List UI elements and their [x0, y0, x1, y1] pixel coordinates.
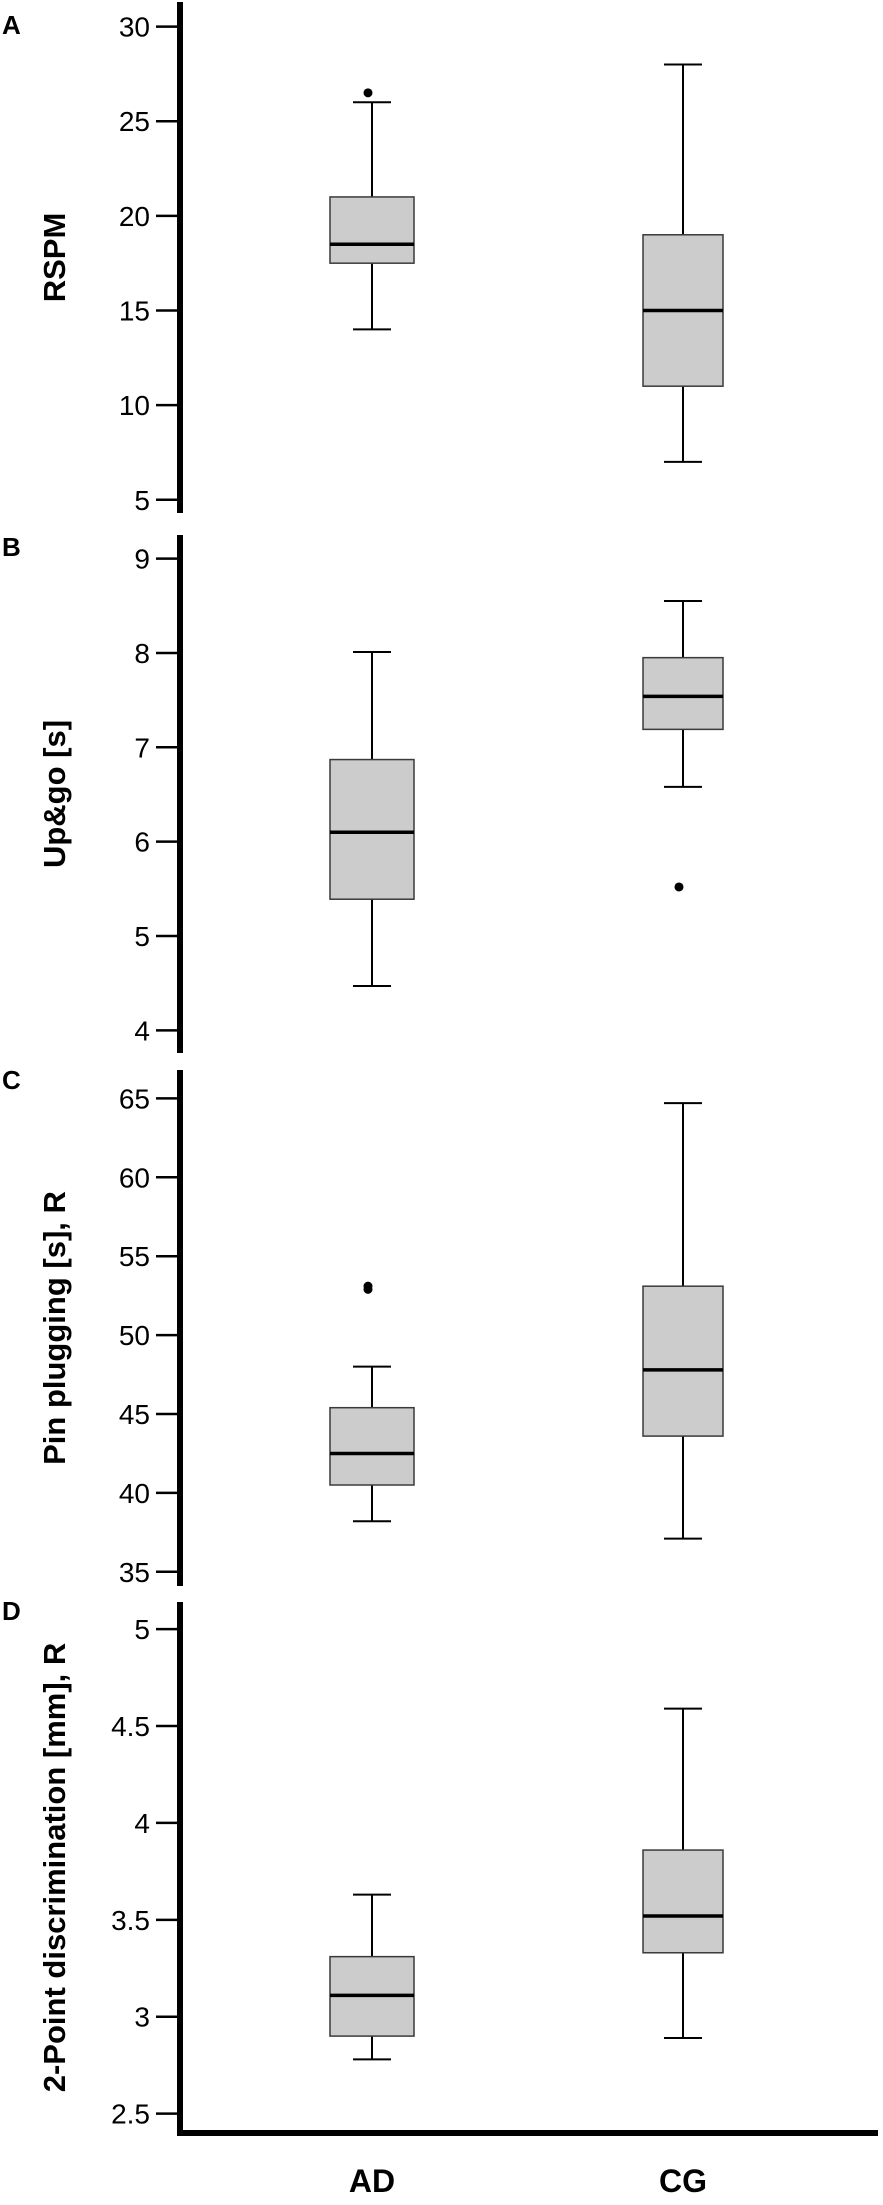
y-tick-label: 9	[134, 544, 150, 575]
y-axis-label: Up&go [s]	[37, 720, 72, 868]
outlier-point	[674, 882, 684, 892]
y-tick-label: 15	[119, 295, 150, 326]
x-category-label: CG	[659, 2163, 707, 2199]
y-tick-label: 45	[119, 1399, 150, 1430]
box-ad	[329, 196, 415, 264]
box-cg	[642, 656, 724, 731]
y-tick-label: 4	[134, 1808, 150, 1839]
panel-letter: B	[2, 532, 21, 562]
y-tick-label: 65	[119, 1083, 150, 1114]
y-axis-label: 2-Point discrimination [mm], R	[37, 1643, 72, 2093]
box-cg	[642, 1285, 724, 1437]
y-tick-label: 3.5	[111, 1905, 150, 1936]
y-tick-label: 40	[119, 1478, 150, 1509]
x-category-label: AD	[349, 2163, 395, 2199]
box-ad	[329, 758, 415, 900]
y-tick-label: 60	[119, 1162, 150, 1193]
y-tick-label: 35	[119, 1557, 150, 1588]
y-tick-label: 3	[134, 2002, 150, 2033]
panel-letter: D	[2, 1596, 21, 1626]
y-tick-label: 4	[134, 1015, 150, 1046]
panel-letter: C	[2, 1065, 21, 1095]
y-tick-label: 10	[119, 390, 150, 421]
outlier-point	[363, 88, 373, 98]
y-tick-label: 20	[119, 201, 150, 232]
y-tick-label: 5	[134, 485, 150, 516]
y-tick-label: 55	[119, 1241, 150, 1272]
y-tick-label: 30	[119, 12, 150, 43]
y-tick-label: 2.5	[111, 2099, 150, 2130]
box-ad	[329, 1406, 415, 1486]
panel-letter: A	[2, 10, 21, 40]
y-tick-label: 25	[119, 106, 150, 137]
y-tick-label: 6	[134, 827, 150, 858]
y-tick-label: 5	[134, 921, 150, 952]
outlier-point	[363, 1281, 373, 1291]
box-cg	[642, 1849, 724, 1954]
y-tick-label: 8	[134, 638, 150, 669]
y-axis-label: RSPM	[37, 213, 72, 303]
y-tick-label: 5	[134, 1614, 150, 1645]
y-tick-label: 7	[134, 732, 150, 763]
y-axis-label: Pin plugging [s], R	[37, 1191, 72, 1465]
y-tick-label: 4.5	[111, 1711, 150, 1742]
y-tick-label: 50	[119, 1320, 150, 1351]
